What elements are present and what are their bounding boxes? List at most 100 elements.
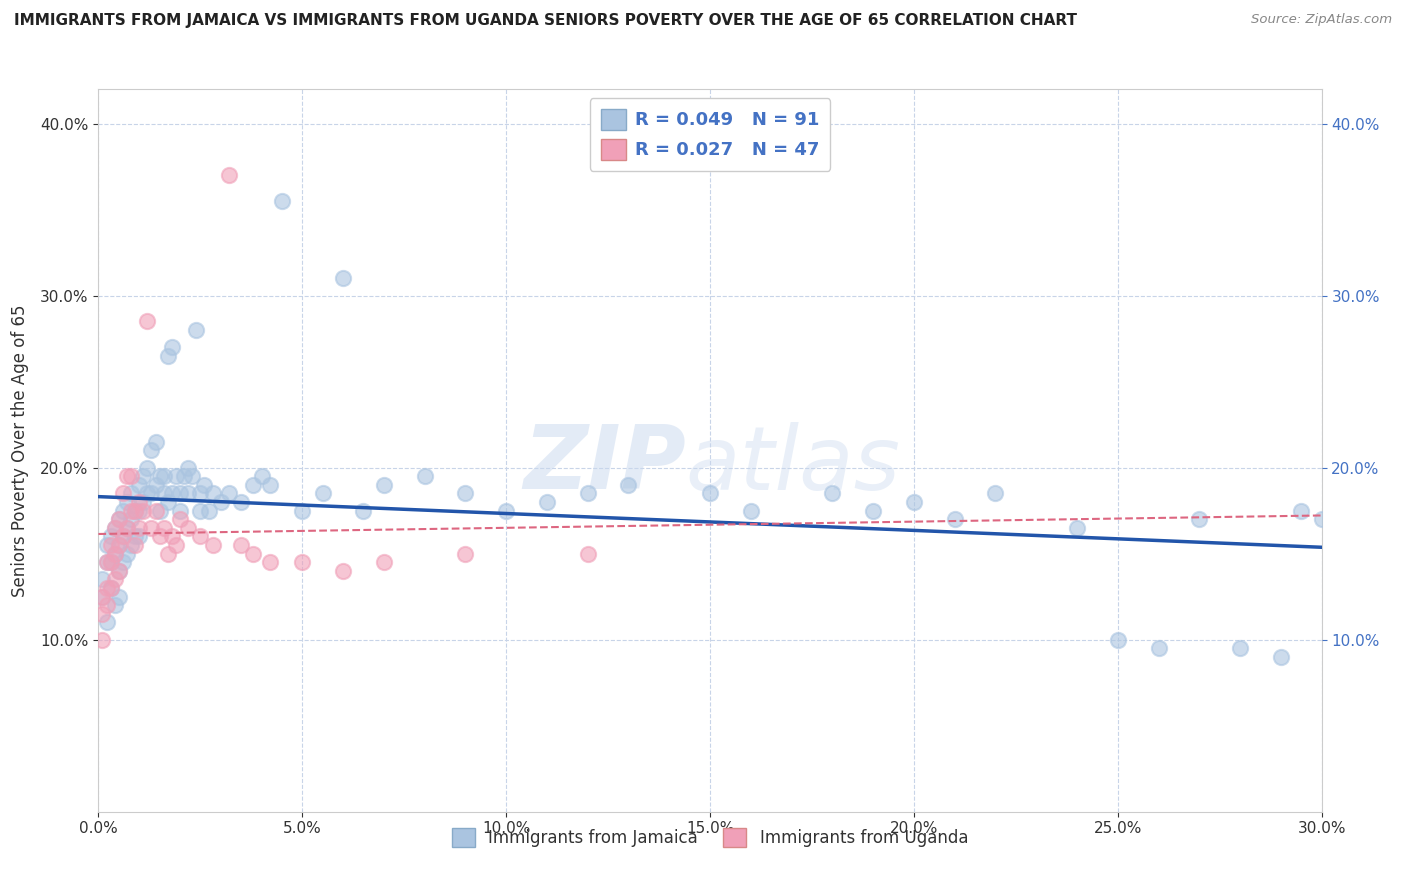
Point (141, 486, 163, 500)
Point (115, 547, 138, 561)
Point (201, 538, 224, 552)
Point (152, 521, 174, 535)
Point (136, 314, 159, 328)
Point (201, 486, 224, 500)
Point (186, 323, 208, 337)
Point (108, 590, 131, 604)
Point (136, 460, 159, 475)
Point (1270, 649, 1292, 664)
Point (373, 555, 395, 569)
Point (984, 486, 1007, 500)
Point (96, 599, 118, 613)
Point (495, 503, 517, 517)
Point (124, 503, 146, 517)
Point (699, 486, 721, 500)
Point (111, 529, 134, 543)
Point (576, 547, 599, 561)
Point (111, 555, 134, 569)
Point (165, 469, 187, 483)
Point (128, 521, 150, 535)
Point (115, 521, 138, 535)
Point (218, 168, 240, 182)
Point (1107, 632, 1129, 647)
Point (373, 478, 395, 492)
Point (1229, 641, 1251, 656)
Point (1147, 641, 1170, 656)
Point (96, 555, 118, 569)
Point (218, 486, 240, 500)
Point (291, 555, 314, 569)
Point (120, 538, 142, 552)
Point (259, 478, 281, 492)
Point (128, 478, 150, 492)
Point (1310, 512, 1333, 526)
Point (1066, 521, 1088, 535)
Point (104, 521, 127, 535)
Point (413, 469, 436, 483)
Point (132, 503, 155, 517)
Point (115, 495, 138, 509)
Point (169, 486, 191, 500)
Point (120, 469, 142, 483)
Point (152, 469, 174, 483)
Y-axis label: Seniors Poverty Over the Age of 65: Seniors Poverty Over the Age of 65 (11, 304, 30, 597)
Point (100, 529, 122, 543)
Point (111, 529, 134, 543)
Point (115, 521, 138, 535)
Point (91, 632, 114, 647)
Text: atlas: atlas (686, 422, 900, 508)
Point (111, 503, 134, 517)
Point (181, 469, 204, 483)
Point (943, 512, 966, 526)
Point (156, 547, 179, 561)
Point (740, 503, 762, 517)
Point (104, 521, 127, 535)
Text: IMMIGRANTS FROM JAMAICA VS IMMIGRANTS FROM UGANDA SENIORS POVERTY OVER THE AGE O: IMMIGRANTS FROM JAMAICA VS IMMIGRANTS FR… (14, 13, 1077, 29)
Text: Source: ZipAtlas.com: Source: ZipAtlas.com (1251, 13, 1392, 27)
Point (104, 573, 127, 587)
Point (188, 503, 212, 517)
Point (120, 486, 142, 500)
Point (903, 495, 925, 509)
Point (145, 478, 167, 492)
Point (291, 503, 314, 517)
Point (312, 486, 335, 500)
Point (141, 521, 163, 535)
Point (242, 547, 264, 561)
Point (1188, 512, 1211, 526)
Point (128, 503, 150, 517)
Point (209, 495, 232, 509)
Point (177, 460, 200, 475)
Point (165, 538, 187, 552)
Point (242, 478, 264, 492)
Point (188, 529, 212, 543)
Point (136, 486, 159, 500)
Point (91, 573, 114, 587)
Point (132, 495, 155, 509)
Point (160, 340, 183, 354)
Point (152, 486, 174, 500)
Point (145, 503, 167, 517)
Point (576, 486, 599, 500)
Point (141, 443, 163, 458)
Point (454, 547, 477, 561)
Point (149, 503, 172, 517)
Point (149, 469, 172, 483)
Point (91, 590, 114, 604)
Point (862, 503, 884, 517)
Point (156, 349, 179, 363)
Point (96, 538, 118, 552)
Point (124, 529, 146, 543)
Point (149, 529, 172, 543)
Point (156, 495, 179, 509)
Point (104, 547, 127, 561)
Point (1291, 503, 1313, 517)
Point (96, 615, 118, 630)
Point (177, 521, 200, 535)
Point (332, 271, 354, 285)
Point (188, 486, 212, 500)
Point (173, 469, 195, 483)
Legend: Immigrants from Jamaica, Immigrants from Uganda: Immigrants from Jamaica, Immigrants from… (446, 822, 974, 854)
Point (177, 486, 200, 500)
Point (100, 555, 122, 569)
